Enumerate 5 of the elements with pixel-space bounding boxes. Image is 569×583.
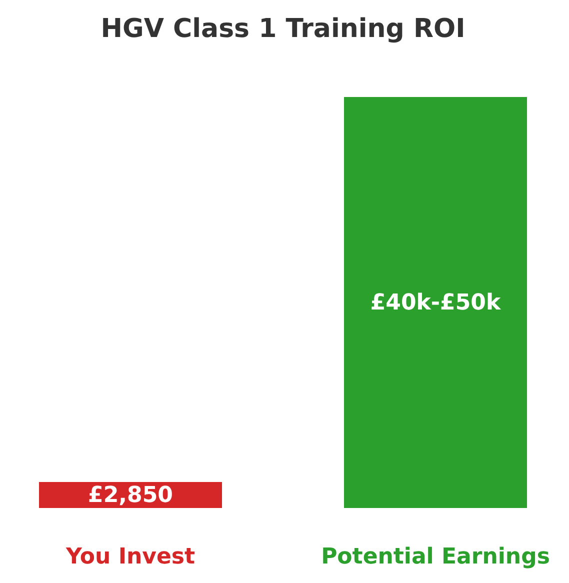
data-label: £2,850: [88, 482, 173, 508]
annotation: £40k-£50k: [370, 290, 502, 316]
x-tick-label: You Invest: [64, 544, 196, 570]
chart-title: HGV Class 1 Training ROI: [100, 14, 466, 44]
x-tick-label: Potential Earnings: [321, 544, 550, 570]
